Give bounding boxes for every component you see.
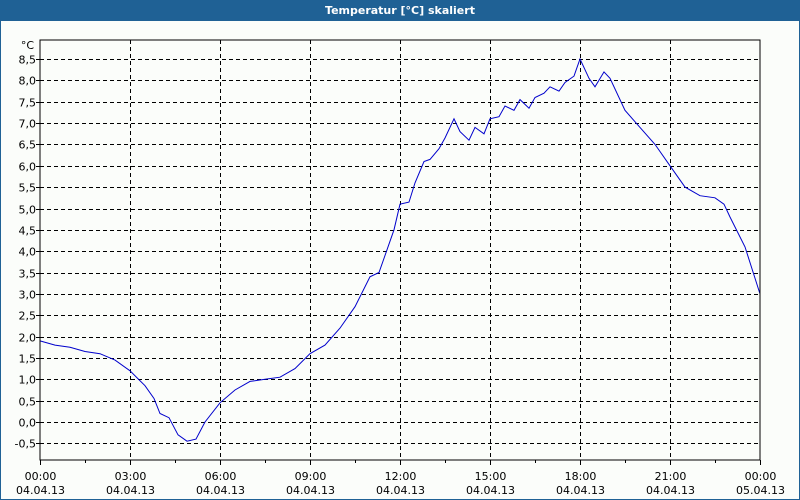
x-tick-time: 15:00 bbox=[475, 470, 507, 483]
y-tick-label: 5,0 bbox=[19, 204, 37, 217]
chart-title: Temperatur [°C] skaliert bbox=[0, 0, 800, 21]
x-tick-date: 04.04.13 bbox=[556, 484, 605, 497]
temperature-line bbox=[39, 57, 761, 442]
y-tick-label: 1,0 bbox=[19, 374, 37, 387]
x-tick-date: 04.04.13 bbox=[376, 484, 425, 497]
y-tick-label: 1,5 bbox=[19, 353, 37, 366]
x-tick-date: 05.04.13 bbox=[736, 484, 785, 497]
y-tick-label: 5,5 bbox=[19, 182, 37, 195]
y-tick-label: 0,0 bbox=[19, 417, 37, 430]
x-tick-date: 04.04.13 bbox=[646, 484, 695, 497]
x-tick-date: 04.04.13 bbox=[106, 484, 155, 497]
x-tick-time: 12:00 bbox=[385, 470, 417, 483]
x-axis-ticks: 00:0004.04.1303:0004.04.1306:0004.04.130… bbox=[16, 460, 785, 497]
x-tick-time: 21:00 bbox=[655, 470, 687, 483]
y-unit-label: °C bbox=[21, 39, 35, 52]
y-axis-ticks: -0,5 0,0 0,5 1,0 1,5 2,0 2,5 3,0 3,5 4,0 4,5 5,0 5,5… bbox=[15, 54, 40, 451]
x-tick-date: 04.04.13 bbox=[16, 484, 65, 497]
x-tick-date: 04.04.13 bbox=[286, 484, 335, 497]
y-tick-label: 2,0 bbox=[19, 332, 37, 345]
y-tick-label: 8,5 bbox=[19, 54, 37, 67]
y-tick-label: 4,5 bbox=[19, 225, 37, 238]
y-tick-label: 4,0 bbox=[19, 246, 37, 259]
x-tick-time: 00:00 bbox=[25, 470, 57, 483]
plot-frame bbox=[39, 39, 761, 461]
y-tick-label: 6,5 bbox=[19, 139, 37, 152]
y-tick-label: 6,0 bbox=[19, 161, 37, 174]
y-tick-label: 0,5 bbox=[19, 396, 37, 409]
y-tick-label: 3,5 bbox=[19, 268, 37, 281]
y-tick-label: 3,0 bbox=[19, 289, 37, 302]
x-tick-time: 09:00 bbox=[295, 470, 327, 483]
x-tick-time: 06:00 bbox=[205, 470, 237, 483]
x-tick-time: 03:00 bbox=[115, 470, 147, 483]
y-tick-label: -0,5 bbox=[15, 438, 36, 451]
x-tick-time: 00:00 bbox=[745, 470, 777, 483]
grid-lines bbox=[40, 40, 760, 460]
y-tick-label: 8,0 bbox=[19, 75, 37, 88]
x-tick-date: 04.04.13 bbox=[196, 484, 245, 497]
x-tick-date: 04.04.13 bbox=[466, 484, 515, 497]
y-tick-label: 7,5 bbox=[19, 97, 37, 110]
y-tick-label: 7,0 bbox=[19, 118, 37, 131]
x-tick-time: 18:00 bbox=[565, 470, 597, 483]
y-tick-label: 2,5 bbox=[19, 310, 37, 323]
